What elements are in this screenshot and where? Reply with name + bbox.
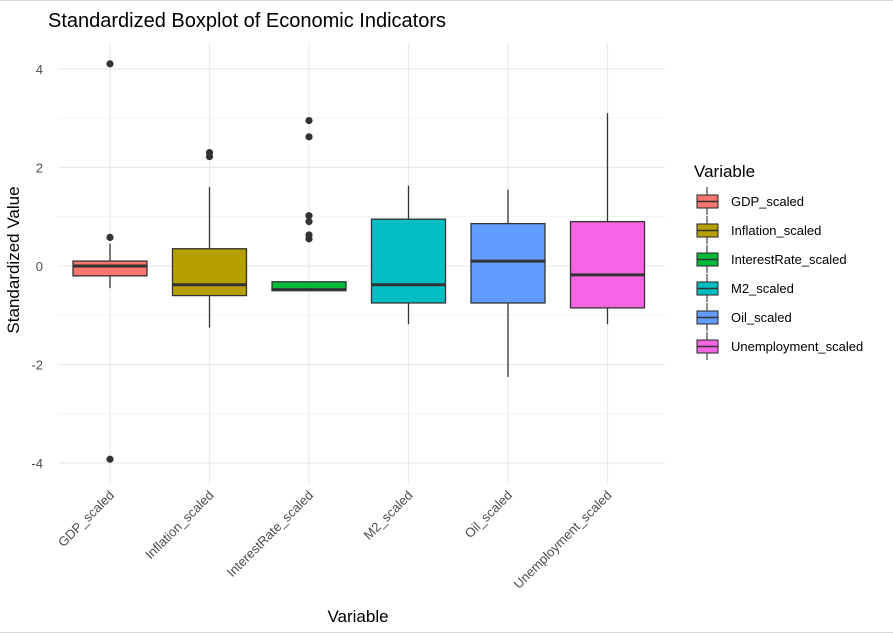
legend-item-M2_scaled: M2_scaled <box>696 274 794 302</box>
y-tick-label: 4 <box>36 62 43 77</box>
legend-label: M2_scaled <box>731 281 794 296</box>
box-iqr <box>569 220 646 309</box>
outlier-point <box>106 233 114 242</box>
x-tick-label: Oil_scaled <box>462 488 516 542</box>
legend-item-GDP_scaled: GDP_scaled <box>696 187 804 215</box>
legend-item-Unemployment_scaled: Unemployment_scaled <box>696 332 863 360</box>
outlier-point <box>205 152 214 161</box>
outlier-point <box>305 218 313 226</box>
box-Inflation_scaled <box>171 149 248 328</box>
x-tick-label: Unemployment_scaled <box>511 488 615 592</box>
y-tick-label: 0 <box>36 259 43 274</box>
box-Oil_scaled <box>470 189 546 377</box>
legend-title: Variable <box>694 162 755 181</box>
x-axis-title: Variable <box>327 607 388 626</box>
box-iqr <box>171 248 248 297</box>
x-tick-label: InterestRate_scaled <box>224 488 316 580</box>
legend-item-Oil_scaled: Oil_scaled <box>696 303 792 331</box>
legend-label: Unemployment_scaled <box>731 339 863 354</box>
y-axis-title: Standardized Value <box>4 186 23 333</box>
outlier-point <box>106 60 114 68</box>
y-tick-label: -4 <box>31 456 43 471</box>
y-tick-labels: -4 -2 0 2 4 <box>31 62 43 471</box>
x-tick-label: GDP_scaled <box>55 488 117 550</box>
outlier-point <box>106 455 114 463</box>
legend-label: GDP_scaled <box>731 194 804 209</box>
box-iqr <box>72 260 148 277</box>
outlier-point <box>305 133 313 141</box>
boxes <box>72 60 646 463</box>
legend-label: Inflation_scaled <box>731 223 821 238</box>
box-iqr <box>470 222 546 304</box>
x-tick-labels: GDP_scaled Inflation_scaled InterestRate_s… <box>55 488 615 592</box>
box-M2_scaled <box>370 185 447 325</box>
x-tick-label: M2_scaled <box>361 488 416 543</box>
outlier-point <box>305 116 313 125</box>
chart-title: Standardized Boxplot of Economic Indicat… <box>48 10 446 32</box>
outlier-point <box>305 235 313 243</box>
legend-item-Inflation_scaled: Inflation_scaled <box>696 216 821 244</box>
box-iqr <box>370 218 447 304</box>
y-tick-label: -2 <box>31 358 43 373</box>
legend-label: InterestRate_scaled <box>731 252 847 267</box>
box-Unemployment_scaled <box>569 113 646 325</box>
legend: GDP_scaled Inflation_scaled InterestRate_s… <box>696 187 863 360</box>
y-tick-label: 2 <box>36 160 43 175</box>
outlier-point <box>305 212 313 220</box>
legend-label: Oil_scaled <box>731 310 792 325</box>
box-GDP_scaled <box>72 60 148 463</box>
x-tick-label: Inflation_scaled <box>142 488 216 562</box>
box-InterestRate_scaled <box>271 116 347 292</box>
legend-item-InterestRate_scaled: InterestRate_scaled <box>696 245 847 273</box>
